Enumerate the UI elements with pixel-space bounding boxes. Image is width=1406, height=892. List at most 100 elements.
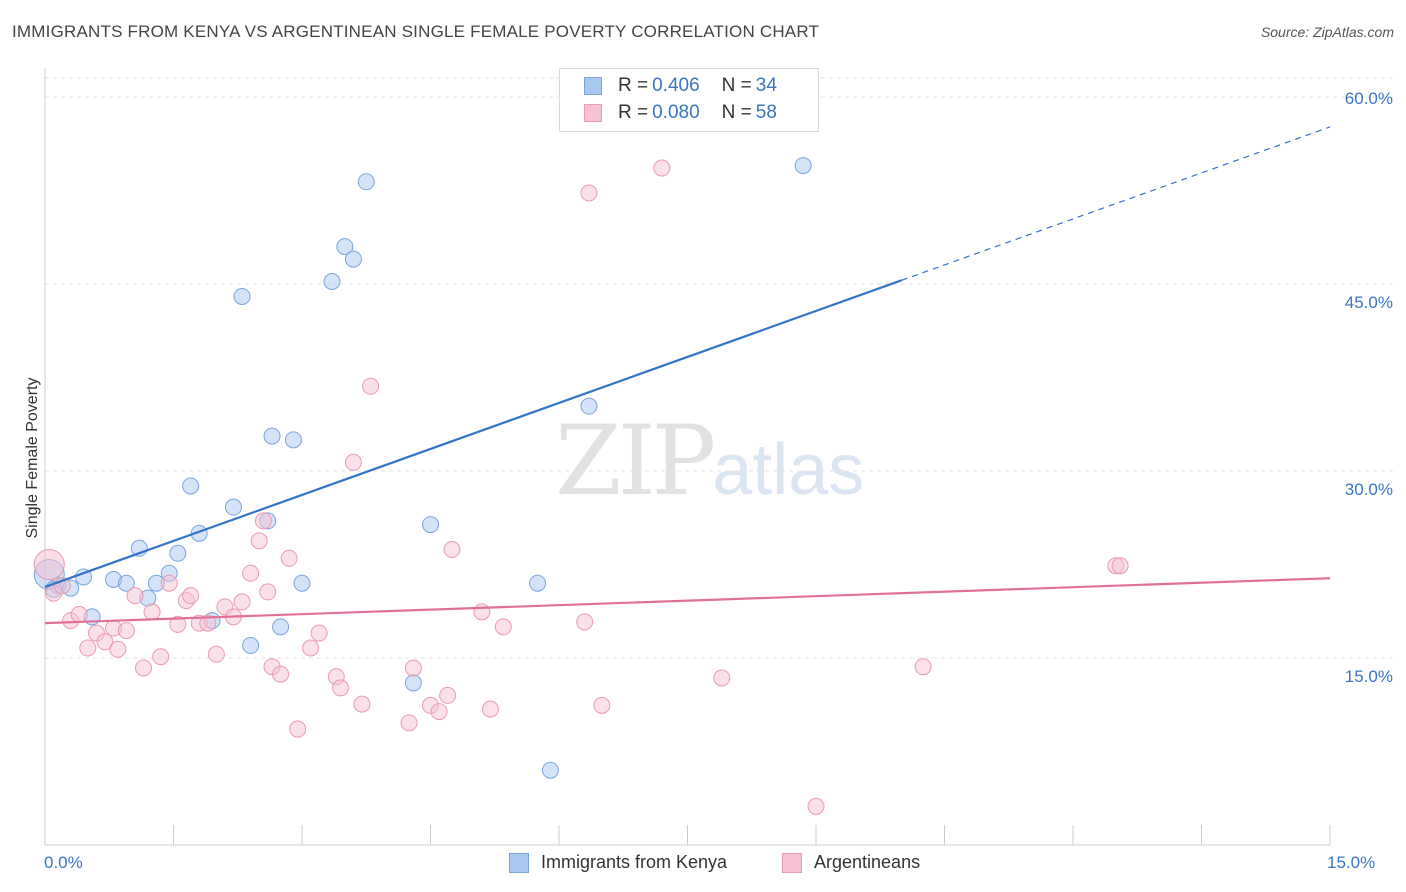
data-point-argentineans — [280, 549, 298, 567]
data-point-argentineans — [289, 720, 307, 738]
data-point-argentineans — [70, 605, 88, 623]
correlation-legend: R = 0.406 N = 34 R = 0.080 N = 58 — [559, 68, 819, 132]
legend-n-value: 58 — [755, 102, 777, 123]
data-point-argentineans — [254, 512, 272, 530]
data-point-argentineans — [653, 159, 671, 177]
y-tick-label: 15.0% — [1344, 667, 1393, 686]
legend-swatch-kenya — [584, 77, 602, 95]
legend-n-value: 34 — [755, 75, 777, 96]
data-point-kenya — [404, 674, 422, 692]
data-point-argentineans — [126, 587, 144, 605]
legend-row-argentineans: R = 0.080 N = 58 — [584, 100, 781, 126]
data-point-argentineans — [362, 377, 380, 395]
data-point-kenya — [263, 427, 281, 445]
data-point-argentineans — [439, 686, 457, 704]
data-point-argentineans — [430, 703, 448, 721]
data-point-kenya — [794, 157, 812, 175]
y-tick-label: 30.0% — [1344, 480, 1393, 499]
data-point-argentineans — [96, 633, 114, 651]
legend-n-label: N = — [721, 75, 752, 96]
source-label: Source: ZipAtlas.com — [1260, 24, 1394, 40]
data-point-argentineans — [914, 658, 932, 676]
data-point-argentineans — [576, 613, 594, 631]
watermark-atlas: atlas — [712, 430, 865, 510]
legend-item-kenya[interactable]: Immigrants from Kenya — [509, 852, 727, 873]
legend-r-value: 0.080 — [652, 102, 700, 123]
series-legend: Immigrants from Kenya Argentineans — [0, 852, 1406, 878]
data-point-argentineans — [310, 624, 328, 642]
trend-line-kenya — [44, 279, 903, 588]
data-point-argentineans — [135, 659, 153, 677]
data-point-argentineans — [1111, 557, 1129, 575]
x-tick-label-min: 0.0% — [44, 853, 83, 872]
data-point-kenya — [357, 173, 375, 191]
legend-r-label: R = — [618, 102, 649, 123]
watermark: ZIPatlas — [555, 405, 864, 517]
legend-row-kenya: R = 0.406 N = 34 — [584, 73, 781, 99]
legend-label-argentineans: Argentineans — [814, 852, 921, 872]
y-axis-label: Single Female Poverty — [24, 377, 41, 539]
data-point-argentineans — [33, 549, 65, 580]
data-point-kenya — [233, 287, 251, 305]
data-point-kenya — [323, 273, 341, 291]
trend-line-extension-kenya — [901, 126, 1331, 281]
chart-title: IMMIGRANTS FROM KENYA VS ARGENTINEAN SIN… — [12, 22, 820, 41]
data-point-kenya — [529, 574, 547, 592]
data-point-argentineans — [259, 583, 277, 601]
data-point-argentineans — [143, 603, 161, 621]
y-tick-label: 60.0% — [1344, 89, 1393, 108]
data-point-argentineans — [182, 587, 200, 605]
data-point-argentineans — [207, 645, 225, 663]
data-point-kenya — [242, 637, 260, 655]
legend-swatch-kenya — [509, 852, 529, 873]
legend-r-label: R = — [618, 75, 649, 96]
data-point-kenya — [224, 498, 242, 516]
data-point-argentineans — [302, 639, 320, 657]
legend-item-argentineans[interactable]: Argentineans — [782, 852, 920, 873]
data-point-argentineans — [713, 669, 731, 687]
trend-line-argentineans — [44, 577, 1331, 625]
data-point-kenya — [182, 477, 200, 495]
data-point-argentineans — [117, 622, 135, 640]
data-point-kenya — [284, 431, 302, 449]
data-point-argentineans — [580, 184, 598, 202]
data-point-argentineans — [593, 696, 611, 714]
data-point-argentineans — [353, 695, 371, 713]
data-point-kenya — [580, 397, 598, 415]
legend-n-label: N = — [721, 102, 752, 123]
data-point-argentineans — [332, 679, 350, 697]
data-point-kenya — [541, 761, 559, 779]
data-point-argentineans — [807, 797, 825, 815]
data-point-argentineans — [400, 714, 418, 732]
y-tick-label: 45.0% — [1344, 293, 1393, 312]
legend-r-value: 0.406 — [652, 75, 700, 96]
x-tick-label-max: 15.0% — [1327, 853, 1376, 872]
data-point-argentineans — [481, 700, 499, 718]
legend-swatch-argentineans — [584, 104, 602, 122]
legend-swatch-argentineans — [782, 852, 802, 873]
data-point-argentineans — [109, 640, 127, 658]
data-point-kenya — [336, 238, 354, 256]
data-point-argentineans — [272, 665, 290, 683]
data-point-argentineans — [152, 648, 170, 666]
data-point-kenya — [344, 250, 362, 268]
data-point-kenya — [293, 574, 311, 592]
data-point-argentineans — [169, 615, 187, 633]
data-point-argentineans — [79, 639, 97, 657]
data-point-kenya — [422, 516, 439, 534]
watermark-zip: ZIP — [555, 405, 716, 517]
data-point-argentineans — [199, 614, 217, 632]
data-point-kenya — [117, 574, 135, 592]
data-point-argentineans — [344, 453, 362, 471]
data-point-argentineans — [494, 618, 512, 636]
data-point-argentineans — [242, 564, 260, 582]
data-point-argentineans — [473, 603, 491, 621]
data-point-kenya — [272, 618, 290, 636]
data-point-argentineans — [233, 593, 251, 611]
data-point-argentineans — [250, 532, 268, 550]
data-point-argentineans — [160, 574, 178, 592]
data-point-argentineans — [404, 659, 422, 677]
legend-label-kenya: Immigrants from Kenya — [541, 852, 728, 872]
data-point-argentineans — [443, 541, 461, 559]
